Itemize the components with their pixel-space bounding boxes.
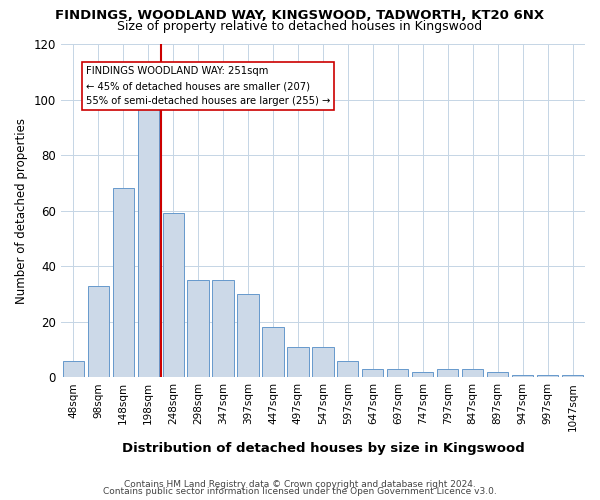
Text: Size of property relative to detached houses in Kingswood: Size of property relative to detached ho… — [118, 20, 482, 33]
Bar — [387, 369, 409, 378]
Y-axis label: Number of detached properties: Number of detached properties — [15, 118, 28, 304]
Bar — [187, 280, 209, 378]
Bar — [362, 369, 383, 378]
Bar — [562, 374, 583, 378]
Bar — [262, 328, 284, 378]
Bar — [62, 360, 84, 378]
Bar — [287, 347, 308, 378]
Text: FINDINGS WOODLAND WAY: 251sqm
← 45% of detached houses are smaller (207)
55% of : FINDINGS WOODLAND WAY: 251sqm ← 45% of d… — [86, 66, 330, 106]
Bar — [137, 108, 159, 378]
Bar — [537, 374, 558, 378]
Bar — [487, 372, 508, 378]
Bar — [238, 294, 259, 378]
Text: Contains HM Land Registry data © Crown copyright and database right 2024.: Contains HM Land Registry data © Crown c… — [124, 480, 476, 489]
Bar — [462, 369, 483, 378]
Bar — [412, 372, 433, 378]
Bar — [163, 214, 184, 378]
Bar — [437, 369, 458, 378]
Text: FINDINGS, WOODLAND WAY, KINGSWOOD, TADWORTH, KT20 6NX: FINDINGS, WOODLAND WAY, KINGSWOOD, TADWO… — [55, 9, 545, 22]
Bar — [88, 286, 109, 378]
Bar — [312, 347, 334, 378]
Bar — [113, 188, 134, 378]
Text: Contains public sector information licensed under the Open Government Licence v3: Contains public sector information licen… — [103, 487, 497, 496]
X-axis label: Distribution of detached houses by size in Kingswood: Distribution of detached houses by size … — [122, 442, 524, 455]
Bar — [337, 360, 358, 378]
Bar — [512, 374, 533, 378]
Bar — [212, 280, 233, 378]
